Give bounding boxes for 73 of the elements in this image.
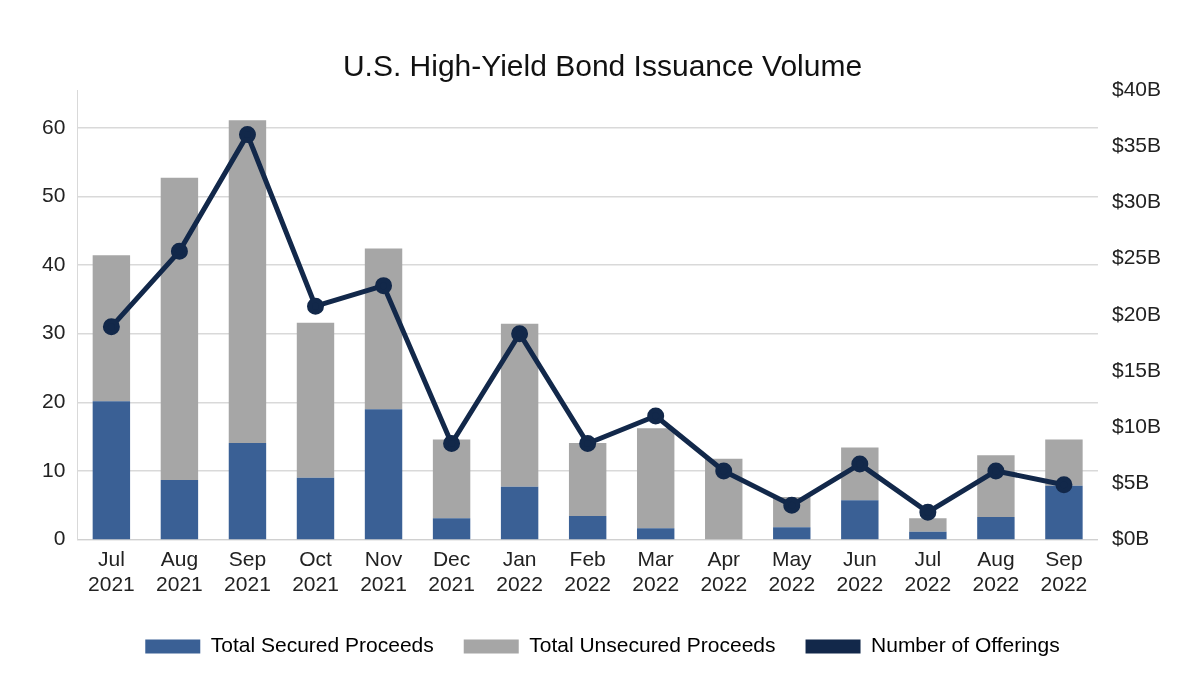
x-tick-label: Jan 2022: [496, 547, 543, 596]
y-tick-label: 20: [42, 389, 66, 413]
point: [238, 126, 256, 144]
bar: [636, 528, 675, 540]
y-tick-label: 50: [42, 183, 66, 207]
x-tick-label: Jul 2022: [904, 547, 952, 596]
x-tick-label: Dec 2021: [428, 547, 475, 596]
x-tick-label: Jul 2021: [88, 547, 135, 596]
bar: [977, 517, 1015, 540]
point: [987, 462, 1005, 480]
bar: [909, 518, 947, 532]
bar: [636, 428, 675, 529]
bar: [568, 516, 607, 540]
bar: [500, 486, 539, 540]
point: [579, 435, 597, 452]
point: [919, 503, 937, 521]
x-tick-label: May 2022: [768, 547, 816, 596]
y2-tick-label: $40B: [1111, 76, 1161, 100]
y2-tick-label: $20B: [1111, 301, 1161, 325]
bar: [92, 255, 131, 402]
bar: [364, 409, 403, 540]
point: [1055, 476, 1073, 494]
bar: [909, 531, 947, 540]
x-tick-label: Aug 2022: [972, 547, 1020, 596]
bar: [841, 500, 879, 540]
x-tick-label: Jun 2022: [836, 547, 884, 596]
y2-tick-label: $30B: [1111, 189, 1161, 213]
point: [307, 297, 324, 315]
bar: [92, 401, 131, 540]
legend-label: Number of Offerings: [871, 633, 1060, 657]
y2-tick-label: $35B: [1111, 133, 1161, 156]
x-tick-label: Aug 2021: [156, 547, 203, 596]
y2-tick-label: $5B: [1111, 470, 1150, 494]
y-tick-label: 60: [42, 114, 66, 138]
bar: [160, 177, 199, 481]
chart-title: U.S. High-Yield Bond Issuance Volume: [342, 49, 863, 83]
y-tick-label: 10: [42, 457, 66, 481]
x-tick-label: Mar 2022: [632, 547, 680, 596]
bar: [228, 442, 267, 540]
point: [715, 462, 733, 480]
legend-label: Total Secured Proceeds: [210, 633, 434, 657]
y2-tick-label: $15B: [1111, 357, 1161, 381]
x-tick-label: Apr 2022: [700, 547, 748, 596]
y2-tick-label: $25B: [1111, 245, 1161, 269]
bar: [1045, 485, 1083, 540]
bar: [500, 323, 539, 487]
bar: [160, 480, 199, 540]
point: [851, 455, 869, 473]
x-tick-label: Sep 2022: [1040, 547, 1088, 596]
bar: [364, 248, 403, 410]
x-tick-label: Feb 2022: [564, 547, 612, 596]
x-tick-label: Nov 2021: [360, 547, 407, 596]
point: [102, 318, 120, 336]
bar: [773, 527, 811, 540]
y-tick-label: 30: [42, 320, 66, 344]
point: [511, 325, 529, 343]
legend-label: Total Unsecured Proceeds: [529, 633, 776, 657]
bar: [296, 477, 335, 540]
y2-tick-label: $0B: [1111, 526, 1150, 550]
x-tick-label: Oct 2021: [292, 547, 339, 596]
bar: [432, 518, 471, 540]
bar: [568, 442, 607, 516]
point: [375, 277, 393, 295]
x-tick-label: Sep 2021: [224, 547, 271, 596]
point: [170, 242, 188, 260]
point: [443, 435, 461, 452]
bar: [296, 322, 335, 478]
bar: [228, 120, 267, 443]
y2-tick-label: $10B: [1111, 414, 1161, 437]
y-tick-label: 40: [42, 251, 66, 275]
point: [647, 407, 665, 425]
bar: [432, 439, 471, 519]
y-tick-label: 0: [53, 526, 66, 550]
